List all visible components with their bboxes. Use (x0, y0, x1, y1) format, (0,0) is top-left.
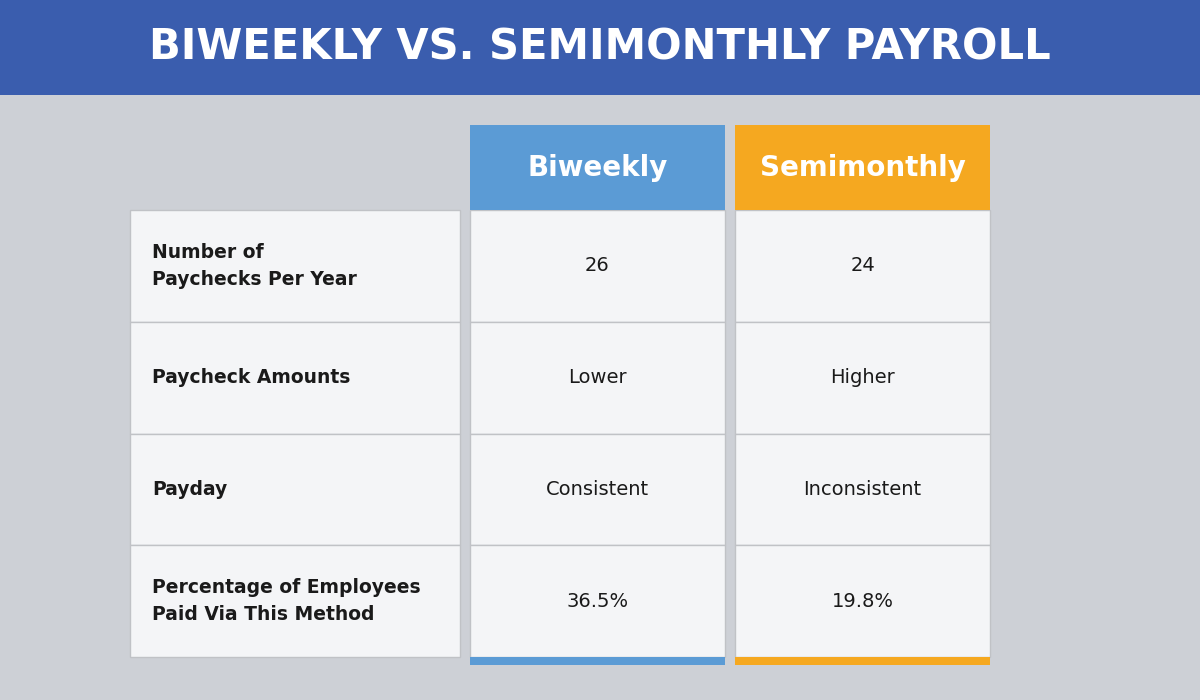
Text: Paycheck Amounts: Paycheck Amounts (152, 368, 350, 387)
FancyBboxPatch shape (130, 545, 460, 657)
Text: Inconsistent: Inconsistent (804, 480, 922, 499)
FancyBboxPatch shape (470, 657, 725, 665)
Text: BIWEEKLY VS. SEMIMONTHLY PAYROLL: BIWEEKLY VS. SEMIMONTHLY PAYROLL (149, 27, 1051, 69)
FancyBboxPatch shape (470, 322, 725, 433)
FancyBboxPatch shape (734, 210, 990, 322)
Text: Payday: Payday (152, 480, 227, 499)
Text: 19.8%: 19.8% (832, 592, 894, 610)
FancyBboxPatch shape (470, 125, 725, 210)
Text: Semimonthly: Semimonthly (760, 153, 966, 181)
Text: Lower: Lower (568, 368, 626, 387)
Text: 36.5%: 36.5% (566, 592, 629, 610)
Text: 24: 24 (850, 256, 875, 275)
FancyBboxPatch shape (734, 657, 990, 665)
FancyBboxPatch shape (470, 210, 725, 322)
FancyBboxPatch shape (130, 433, 460, 545)
Text: Percentage of Employees
Paid Via This Method: Percentage of Employees Paid Via This Me… (152, 578, 421, 624)
FancyBboxPatch shape (734, 322, 990, 433)
Text: Biweekly: Biweekly (527, 153, 667, 181)
Text: Consistent: Consistent (546, 480, 649, 499)
FancyBboxPatch shape (734, 433, 990, 545)
FancyBboxPatch shape (470, 545, 725, 657)
Text: Number of
Paychecks Per Year: Number of Paychecks Per Year (152, 243, 356, 288)
Text: Higher: Higher (830, 368, 895, 387)
Text: 26: 26 (586, 256, 610, 275)
FancyBboxPatch shape (470, 433, 725, 545)
FancyBboxPatch shape (130, 210, 460, 322)
FancyBboxPatch shape (0, 0, 1200, 95)
FancyBboxPatch shape (130, 322, 460, 433)
FancyBboxPatch shape (734, 125, 990, 210)
FancyBboxPatch shape (734, 545, 990, 657)
